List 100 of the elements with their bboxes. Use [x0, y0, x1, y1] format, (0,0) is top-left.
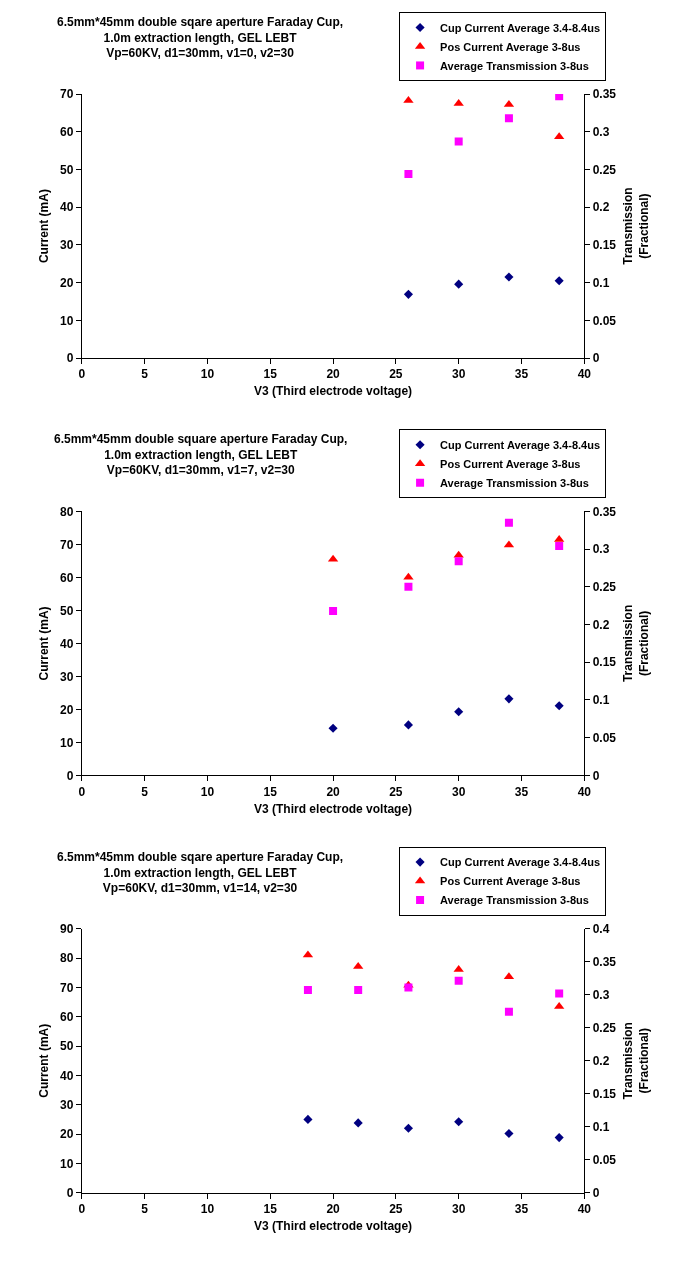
x-tick-label: 5: [141, 1202, 149, 1217]
legend-label: Pos Current Average 3-8us: [440, 40, 581, 53]
y-tick-label: 50: [60, 1039, 74, 1054]
point: [504, 518, 513, 527]
y-tick-label: 60: [60, 1009, 74, 1024]
y2-tick-label: 0.25: [592, 580, 617, 594]
y-tick-label: 30: [60, 238, 74, 253]
x-tick-label: 10: [200, 1202, 215, 1217]
y2-tick-label: 0.3: [592, 124, 610, 139]
y-tick-label: 20: [60, 275, 74, 290]
x-tick-label: 5: [141, 784, 149, 799]
y2-tick-label: 0.25: [592, 162, 617, 177]
point: [454, 1117, 464, 1127]
chart-title: 6.5mm*45mm double sqare aperture Faraday Cup, 1.0m extraction length, GEL LEBT Vp=60KV, d1=30mm, v1=14, v2=30: [57, 850, 344, 896]
legend-label: Cup Current Average 3.4-8.4us: [440, 21, 601, 34]
point: [555, 94, 564, 101]
legend-label: Cup Current Average 3.4-8.4us: [440, 439, 601, 452]
point: [454, 137, 463, 146]
x-axis-title: V3 (Third electrode voltage): [254, 801, 413, 816]
y2-tick-label: 0.4: [592, 921, 610, 936]
y2-tick-label: 0.35: [592, 87, 617, 102]
y-tick-label: 60: [60, 124, 74, 139]
x-tick-label: 10: [200, 784, 215, 799]
x-tick-label: 40: [577, 1202, 592, 1217]
y-axis-title: Current (mA): [37, 606, 52, 681]
y-tick-label: 20: [60, 702, 74, 717]
y2-tick-label: 0.2: [592, 1053, 610, 1068]
x-tick-label: 0: [78, 367, 86, 382]
point: [303, 1114, 313, 1124]
point: [354, 986, 363, 995]
point: [403, 572, 414, 580]
point: [555, 542, 564, 551]
x-tick-label: 40: [577, 367, 592, 382]
y2-tick-label: 0.1: [592, 693, 610, 708]
y2-axis-title: Transmission (Fractional): [621, 604, 651, 683]
point: [453, 98, 464, 106]
legend-label: Pos Current Average 3-8us: [440, 875, 581, 888]
point: [504, 1128, 514, 1139]
point: [454, 279, 464, 289]
y-tick-label: 80: [60, 504, 74, 519]
point: [404, 983, 413, 992]
y-tick-label: 40: [60, 1068, 74, 1083]
y2-tick-label: 0.05: [592, 730, 617, 745]
x-tick-label: 35: [514, 784, 529, 799]
y2-axis-title: Transmission (Fractional): [621, 1022, 651, 1100]
y-tick-label: 60: [60, 570, 74, 585]
x-tick-label: 20: [326, 784, 341, 799]
y-tick-label: 50: [60, 162, 74, 177]
y-tick-label: 0: [66, 768, 74, 783]
point: [504, 114, 513, 123]
point: [554, 1133, 564, 1143]
point: [454, 707, 464, 717]
y2-tick-label: 0.35: [592, 954, 617, 969]
x-tick-label: 15: [263, 367, 278, 382]
point: [504, 694, 514, 704]
x-tick-label: 5: [141, 367, 149, 382]
y-tick-label: 10: [60, 313, 74, 328]
y2-axis-title: Transmission (Fractional): [621, 187, 651, 265]
y2-tick-label: 0.2: [592, 617, 610, 632]
y-tick-label: 0: [66, 1185, 74, 1200]
point: [403, 1123, 413, 1133]
point: [328, 723, 338, 733]
point: [353, 1118, 363, 1128]
legend-label: Average Transmission 3-8us: [440, 59, 589, 72]
x-tick-label: 30: [452, 784, 466, 799]
y-axis-title: Current (mA): [37, 1023, 52, 1098]
y-tick-label: 90: [60, 921, 74, 936]
legend-label: Average Transmission 3-8us: [440, 894, 589, 907]
y-tick-label: 70: [60, 537, 74, 552]
x-tick-label: 25: [389, 367, 403, 382]
x-tick-label: 15: [263, 784, 278, 799]
y-tick-label: 80: [60, 951, 74, 966]
y2-tick-label: 0.15: [592, 238, 617, 253]
point: [403, 289, 413, 299]
y-tick-label: 70: [60, 87, 74, 102]
point: [554, 701, 564, 711]
y2-tick-label: 0.25: [592, 1020, 617, 1035]
y2-tick-label: 0.15: [592, 655, 617, 670]
y2-tick-label: 0.15: [592, 1086, 617, 1101]
y-tick-label: 20: [60, 1127, 74, 1142]
point: [403, 720, 413, 730]
point: [453, 964, 464, 972]
y2-tick-label: 0.2: [592, 200, 610, 215]
x-tick-label: 35: [514, 367, 529, 382]
y2-tick-label: 0: [592, 768, 600, 783]
x-tick-label: 35: [514, 1202, 529, 1217]
x-tick-label: 25: [389, 784, 403, 799]
x-tick-label: 20: [326, 1202, 341, 1217]
point: [329, 606, 338, 615]
x-tick-label: 25: [389, 1202, 403, 1217]
y-tick-label: 30: [60, 669, 74, 684]
point: [454, 557, 463, 566]
y-tick-label: 30: [60, 1097, 74, 1112]
y-tick-label: 10: [60, 735, 74, 750]
point: [303, 986, 312, 995]
y2-tick-label: 0.35: [592, 504, 617, 519]
point: [404, 582, 413, 591]
y-axis-title: Current (mA): [37, 189, 52, 264]
x-axis-title: V3 (Third electrode voltage): [254, 384, 413, 399]
y2-tick-label: 0: [592, 351, 600, 366]
